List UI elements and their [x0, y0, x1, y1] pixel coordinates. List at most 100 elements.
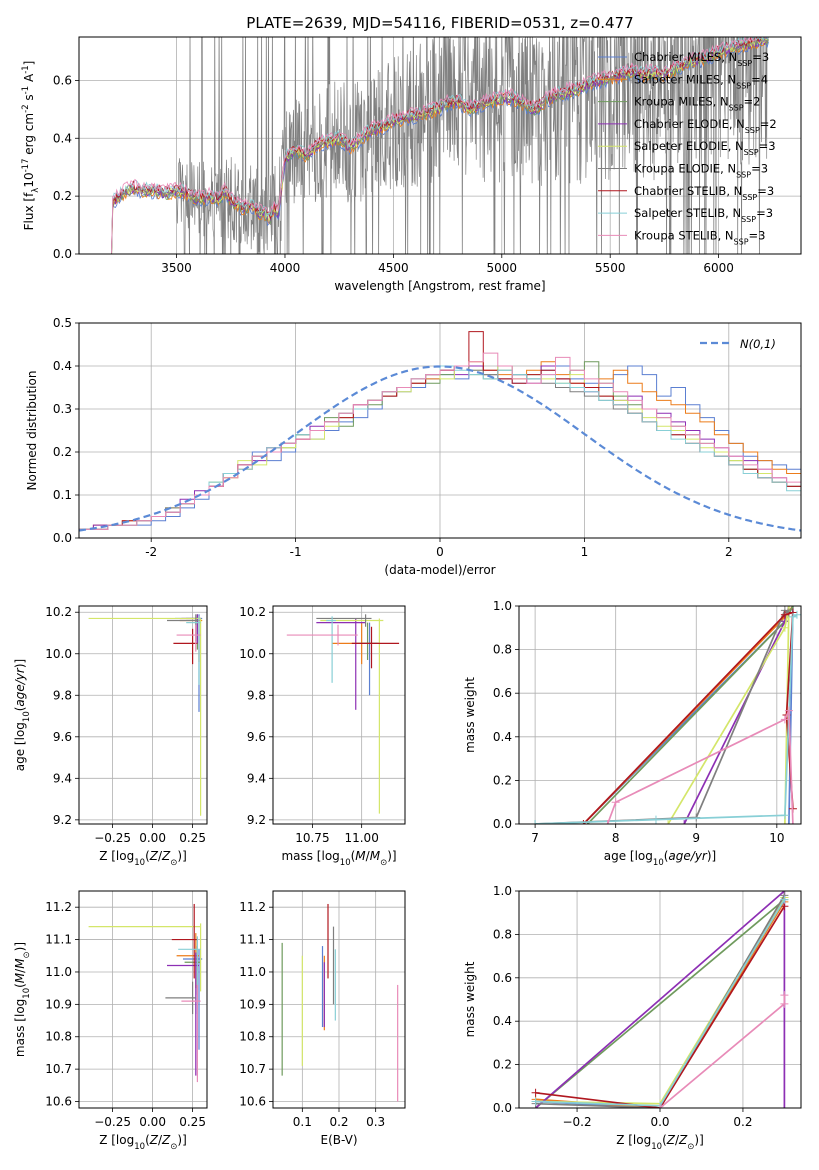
- mass-vs-EBV-panel: 0.1 0.2 0.3 10.6 10.7 10.8 10.9 11.0 11.1 11.2 E(B…: [239, 890, 406, 1147]
- y-tick-label: 0.0: [53, 531, 72, 545]
- y-tick-label: 9.8: [247, 688, 266, 702]
- errorbar-point-8: [286, 624, 358, 646]
- age-vs-Z-plot-area: [88, 614, 203, 816]
- errorbar-point-7: [326, 616, 337, 683]
- histogram-series-8: [79, 352, 801, 538]
- weight-marker: [780, 610, 789, 619]
- weight-marker: [780, 623, 789, 632]
- model-spectrum-line-4: [111, 37, 769, 254]
- age-vs-mass-plot-area: [286, 614, 400, 814]
- model-spectrum-line-8: [111, 37, 767, 254]
- model-spectrum-line-0: [111, 39, 769, 254]
- weight-marker: [531, 1097, 540, 1106]
- mass-vs-Z-panel: −0.25 0.00 0.25 10.6 10.7 10.8 10.9 11.0 11.1 11.…: [13, 890, 208, 1152]
- y-tick-label: 11.2: [239, 900, 266, 914]
- y-tick-label: 10.0: [45, 647, 72, 661]
- x-tick-label: -2: [145, 545, 157, 559]
- weight-marker: [792, 610, 801, 619]
- legend-entry: Salpeter STELIB, NSSP=3: [634, 206, 773, 224]
- y-tick-label: 0.6: [53, 73, 72, 87]
- weight-marker: [680, 820, 689, 824]
- y-tick-label: 0.4: [53, 359, 72, 373]
- y-tick-label: 0.8: [493, 927, 512, 941]
- weight-marker: [780, 811, 789, 820]
- y-tick-label: 0.4: [53, 131, 72, 145]
- histogram-series-2: [79, 361, 801, 538]
- legend-entry: Chabrier STELIB, NSSP=3: [634, 184, 774, 202]
- y-tick-label: 10.0: [239, 647, 266, 661]
- x-axis-label: Z [log10(Z/Z⊙)]: [616, 1133, 704, 1152]
- x-tick-label: 9: [692, 831, 700, 845]
- x-tick-label: 5500: [595, 261, 626, 275]
- histogram-series-1: [79, 361, 801, 538]
- y-tick-label: 9.4: [247, 771, 266, 785]
- y-tick-label: 0.5: [53, 316, 72, 330]
- y-tick-label: 9.8: [53, 688, 72, 702]
- x-tick-label: −0.25: [94, 1115, 131, 1129]
- y-tick-label: 10.6: [45, 1095, 72, 1109]
- y-tick-label: 0.1: [53, 488, 72, 502]
- legend-entry: Kroupa ELODIE, NSSP=3: [634, 162, 768, 180]
- mass-vs-EBV-frame: [272, 890, 406, 1109]
- age-vs-Z-grid: [79, 606, 207, 824]
- y-tick-label: 10.9: [239, 997, 266, 1011]
- errorbar-point-0: [361, 622, 378, 696]
- mass-vs-EBV-grid: [273, 891, 405, 1108]
- x-tick-label: 5000: [487, 261, 518, 275]
- x-tick-label: 0.2: [733, 1115, 752, 1129]
- errorbar-point-0: [175, 614, 203, 712]
- weight-series-7: [535, 613, 798, 824]
- errorbar-point-7: [186, 616, 201, 685]
- x-axis-label: Z [log10(Z/Z⊙)]: [99, 849, 187, 868]
- y-tick-label: 0.2: [53, 445, 72, 459]
- massweight-vs-age-panel: 7 8 9 10 0.0 0.2 0.4 0.6 0.8 1.0 age [log10(age/yr…: [463, 599, 802, 868]
- x-tick-label: 2: [725, 545, 733, 559]
- legend-entry: Kroupa STELIB, NSSP=3: [634, 228, 765, 246]
- weight-series-4: [667, 606, 790, 824]
- y-tick-label: 9.4: [53, 771, 72, 785]
- y-tick-label: 0.4: [493, 730, 512, 744]
- y-tick-label: 1.0: [493, 884, 512, 898]
- x-tick-label: −0.25: [94, 831, 131, 845]
- weight-marker: [579, 820, 588, 824]
- y-tick-label: 11.0: [45, 965, 72, 979]
- x-axis-label: E(B-V): [320, 1133, 357, 1147]
- massweight-vs-Z-panel: −0.2 0.0 0.2 0.0 0.2 0.4 0.6 0.8 1.0 Z [log10(Z/Z…: [463, 884, 802, 1152]
- y-tick-label: 0.6: [493, 686, 512, 700]
- y-tick-label: 9.2: [53, 813, 72, 827]
- x-tick-label: 11.00: [344, 831, 378, 845]
- y-tick-label: 10.7: [45, 1062, 72, 1076]
- y-tick-label: 10.2: [45, 605, 72, 619]
- legend-entry: Chabrier ELODIE, NSSP=2: [634, 117, 777, 134]
- x-axis-label: wavelength [Angstrom, rest frame]: [334, 279, 545, 293]
- x-tick-label: 0.1: [293, 1115, 312, 1129]
- y-tick-label: 10.9: [45, 997, 72, 1011]
- errorbar-point-5: [316, 614, 372, 627]
- y-axis-label: Flux [fλ10-17 erg cm-2 s-1 A-1]: [21, 61, 41, 231]
- age-vs-mass-grid: [273, 606, 405, 824]
- errorbar-point-4: [88, 617, 202, 816]
- y-tick-label: 0.2: [493, 1058, 512, 1072]
- massweight-vs-age-plot-area: [531, 606, 801, 824]
- errorbar-point-4: [88, 923, 202, 992]
- x-tick-label: 0.3: [366, 1115, 385, 1129]
- y-tick-label: 0.6: [493, 971, 512, 985]
- weight-marker: [784, 820, 793, 824]
- weight-series-5: [535, 609, 790, 824]
- y-tick-label: 10.8: [239, 1030, 266, 1044]
- x-tick-label: 0.25: [179, 831, 206, 845]
- spectrum-panel: 3500 4000 4500 5000 5500 6000 0.0 0.2 0.4 0.6 wave…: [21, 14, 802, 293]
- y-tick-label: 0.2: [53, 189, 72, 203]
- y-tick-label: 0.3: [53, 402, 72, 416]
- mass-vs-Z-plot-area: [88, 903, 203, 1083]
- weight-marker: [531, 820, 540, 824]
- y-tick-label: 10.6: [239, 1095, 266, 1109]
- spectrum-legend: Chabrier MILES, NSSP=3 Salpeter MILES, NS…: [598, 50, 777, 246]
- weight-marker: [603, 820, 612, 824]
- y-tick-label: 0.0: [493, 817, 512, 831]
- massweight-vs-age-grid: [519, 605, 801, 825]
- weight-marker: [784, 706, 793, 715]
- weight-marker: [531, 1088, 540, 1097]
- legend-entry: Salpeter ELODIE, NSSP=3: [634, 139, 776, 157]
